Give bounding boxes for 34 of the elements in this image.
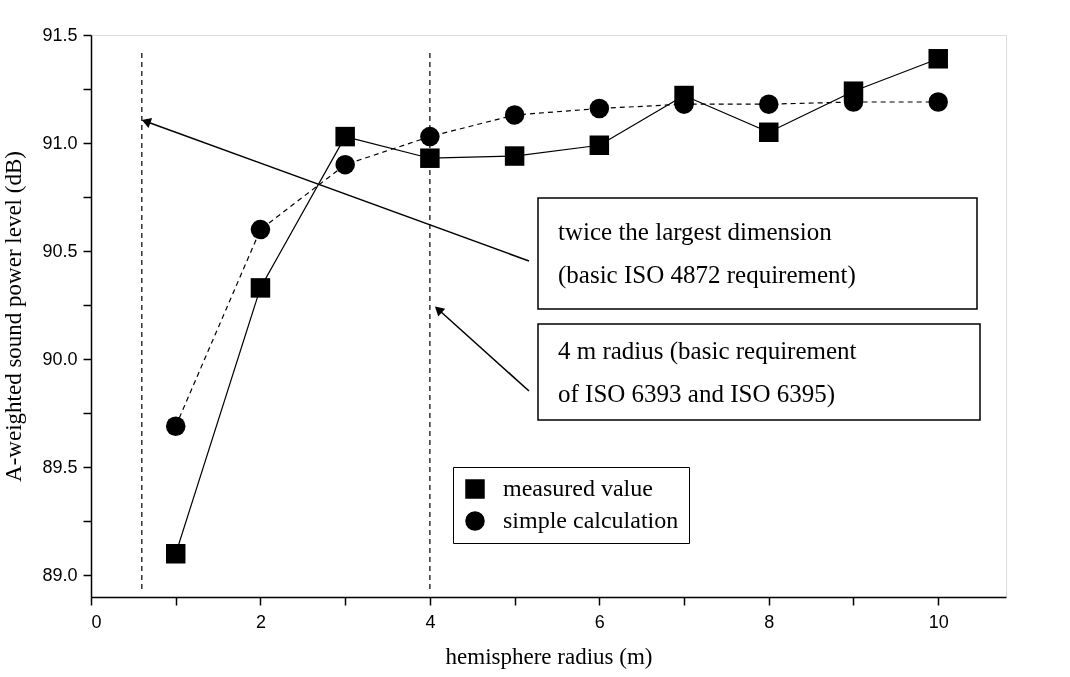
x-tick-label: 4 (425, 611, 436, 632)
x-tick-label: 0 (91, 611, 102, 632)
x-tick-label: 2 (255, 611, 266, 632)
annotation: twice the largest dimension (basic ISO 4872 requirement) (558, 218, 856, 289)
point (335, 126, 355, 147)
y-axis-title: A-weighted sound power level (dB) (1, 151, 27, 482)
y-tick-label: 90.5 (42, 240, 78, 261)
y-tick-label: 90.0 (42, 348, 78, 369)
point (250, 219, 271, 240)
x-tick-label: 6 (594, 611, 605, 632)
legend-label: measured value (503, 475, 653, 501)
point (165, 416, 186, 436)
point (420, 148, 440, 168)
x-axis-title: hemisphere radius (m) (445, 643, 653, 669)
point (589, 135, 610, 155)
point (504, 105, 525, 125)
point (759, 94, 779, 114)
point (759, 122, 779, 143)
point (420, 126, 440, 147)
point (250, 278, 271, 298)
x-tick-label: 10 (928, 611, 949, 632)
point (928, 92, 948, 112)
point (504, 146, 525, 166)
legend-label: simple calculation (503, 507, 679, 533)
annotation: 4 m radius (basic requirement of ISO 6393 and ISO 6395) (558, 336, 857, 408)
y-tick-label: 89.5 (42, 456, 78, 477)
point (335, 154, 355, 175)
y-tick-label: 91.0 (42, 132, 78, 153)
point (589, 98, 610, 119)
y-tick-label: 89.0 (42, 564, 78, 585)
x-tick-label: 8 (764, 611, 775, 632)
point (165, 544, 186, 564)
y-tick-label: 91.5 (42, 24, 78, 45)
point (928, 49, 948, 69)
